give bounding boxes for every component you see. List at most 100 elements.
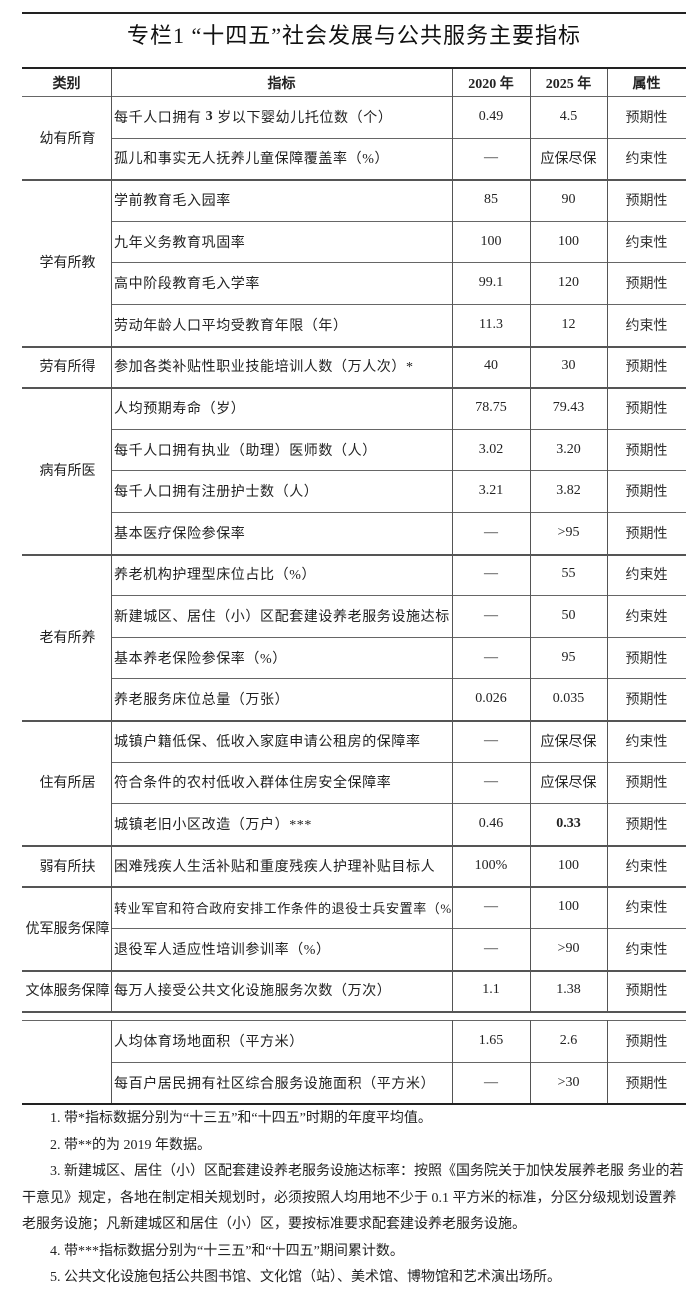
row-divider (111, 928, 686, 929)
indicator-cell: 退役军人适应性培训参训率（%） (114, 942, 331, 958)
indicator-cell: 每百户居民拥有社区综合服务设施面积（平方米） (114, 1076, 436, 1092)
column-divider (530, 96, 531, 180)
indicator-cell: 高中阶段教育毛入学率 (114, 277, 260, 293)
header-indicator: 指标 (267, 76, 296, 92)
attribute-cell: 约束性 (625, 942, 668, 958)
footnotes: 1. 带*指标数据分别为“十三五”和“十四五”时期的年度平均值。 2. 带**的… (22, 1106, 686, 1292)
attribute-cell: 预期性 (625, 443, 668, 459)
value-2020: 0.026 (475, 691, 507, 707)
value-2025: 55 (561, 566, 576, 582)
attribute-cell: 预期性 (625, 1076, 668, 1092)
row-divider (111, 678, 686, 679)
group-divider (22, 387, 686, 389)
column-divider (111, 720, 112, 845)
value-2020: 100 (480, 233, 502, 249)
value-2020: — (484, 524, 498, 540)
category-cell: 住有所居 (39, 776, 96, 792)
header-y2025: 2025 年 (545, 76, 592, 92)
attribute-cell: 预期性 (625, 277, 668, 293)
attribute-cell: 约束性 (625, 318, 668, 334)
footnote-1: 1. 带*指标数据分别为“十三五”和“十四五”时期的年度平均值。 (50, 1111, 432, 1126)
value-2020: 0.49 (478, 108, 504, 124)
attribute-cell: 预期性 (625, 984, 668, 1000)
indicator-cell: 人均预期寿命（岁） (114, 401, 246, 417)
attribute-cell: 预期性 (625, 485, 668, 501)
value-2020: — (484, 774, 498, 790)
attribute-cell: 约束性 (625, 859, 668, 875)
indicator-cell: 困难残疾人生活补贴和重度残疾人护理补贴目标人 (114, 859, 436, 875)
value-2025: 1.38 (556, 982, 581, 998)
indicator-cell: 城镇户籍低保、低收入家庭申请公租房的保障率 (114, 734, 421, 750)
indicator-cell: 养老机构护理型床位占比（%） (114, 568, 317, 584)
top-rule (22, 12, 686, 14)
footnote-2: 2. 带**的为 2019 年数据。 (50, 1137, 211, 1153)
row-divider (111, 512, 686, 513)
column-divider (111, 553, 112, 720)
value-2025: 30 (561, 358, 576, 374)
group-divider (22, 346, 686, 348)
category-cell: 学有所教 (39, 256, 96, 272)
group-divider (22, 845, 686, 847)
column-divider (607, 844, 608, 887)
indicator-cell: 劳动年龄人口平均受教育年限（年） (114, 318, 348, 334)
attribute-cell: 预期性 (625, 193, 668, 209)
group-divider (22, 554, 686, 556)
value-2020: 78.75 (475, 399, 507, 415)
value-2020: 1.65 (478, 1032, 504, 1048)
value-2025: 0.035 (552, 691, 585, 707)
indicator-text: 岁以下婴幼儿托位数（个） (217, 110, 393, 126)
indicator-cell: 基本养老保险参保率（%） (114, 651, 287, 667)
attribute-cell: 预期性 (625, 693, 668, 709)
category-cell: 弱有所扶 (39, 859, 96, 875)
value-2020: — (484, 899, 498, 915)
row-divider (111, 221, 686, 222)
row-divider (111, 595, 686, 596)
attribute-cell: 预期性 (625, 817, 668, 833)
indicator-cell: 基本医疗保险参保率 (114, 526, 246, 542)
attribute-cell: 预期性 (625, 776, 668, 792)
column-divider (607, 345, 608, 388)
value-2025: 应保尽保 (540, 734, 597, 750)
column-divider (607, 886, 608, 970)
attribute-cell: 预期性 (625, 401, 668, 417)
value-2025: 应保尽保 (540, 776, 597, 792)
column-divider (530, 179, 531, 346)
column-divider (530, 886, 531, 970)
column-divider (607, 387, 608, 554)
row-divider (111, 1062, 686, 1063)
value-2025: 79.43 (552, 399, 585, 415)
indicator-cell: 新建城区、居住（小）区配套建设养老服务设施达标 (114, 609, 450, 625)
footnote-5: 5. 公共文化设施包括公共图书馆、文化馆（站）、美术馆、博物馆和艺术演出场所。 (50, 1270, 561, 1285)
attribute-cell: 约束性 (625, 235, 668, 251)
column-divider (111, 844, 112, 887)
column-divider (111, 387, 112, 554)
column-divider (607, 969, 608, 1012)
indicator-cell: 九年义务教育巩固率 (114, 235, 246, 251)
indicator-cell: 每千人口拥有执业（助理）医师数（人） (114, 443, 377, 459)
indicator-number: 3 (205, 108, 214, 124)
indicator-cell: 养老服务床位总量（万张） (114, 693, 290, 709)
page-title: 专栏1 “十四五”社会发展与公共服务主要指标 (126, 23, 582, 48)
group-divider (22, 886, 686, 888)
value-2020: — (484, 150, 498, 166)
value-2025: >90 (557, 940, 580, 956)
column-divider (530, 345, 531, 388)
indicator-cell: 转业军官和符合政府安排工作条件的退役士兵安置率（%） (114, 900, 452, 916)
value-2020: 85 (484, 191, 498, 207)
value-2020: 0.46 (478, 815, 504, 831)
column-divider (530, 969, 531, 1012)
value-2025: 90 (561, 191, 576, 207)
row-divider (111, 429, 686, 430)
footnote-4: 4. 带***指标数据分别为“十三五”和“十四五”期间累计数。 (50, 1243, 404, 1259)
group-divider (22, 970, 686, 972)
category-cell: 病有所医 (39, 464, 96, 480)
column-divider (530, 553, 531, 720)
attribute-cell: 预期性 (625, 651, 668, 667)
row-divider (111, 470, 686, 471)
header-category: 类别 (52, 76, 81, 92)
row-divider (111, 138, 686, 139)
category-cell: 优军服务保障 (25, 921, 110, 937)
category-cell (22, 1020, 113, 1103)
column-divider (607, 553, 608, 720)
column-divider (530, 844, 531, 887)
